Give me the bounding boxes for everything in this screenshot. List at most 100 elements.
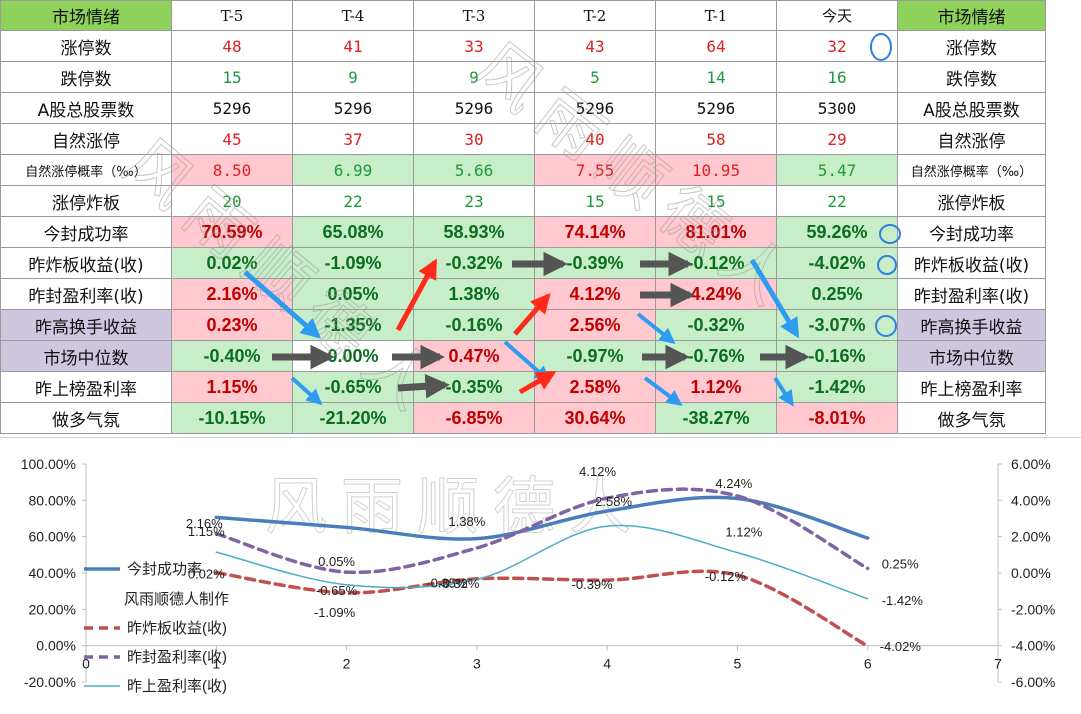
table-row: 昨上榜盈利率 1.15% -0.65% -0.35% 2.58% 1.12% -1.42% 昨… <box>0 371 1046 403</box>
row-label: 昨高换手收益 <box>897 309 1046 341</box>
table-cell: -0.16% <box>413 309 535 341</box>
y-right-tick-label: 2.00% <box>1011 529 1051 545</box>
row-label: 涨停数 <box>897 30 1046 62</box>
table-cell: 5296 <box>655 92 777 124</box>
data-label: 0.05% <box>318 554 355 569</box>
table-cell: 41 <box>292 30 414 62</box>
y-left-tick-label: 60.00% <box>29 529 76 545</box>
column-header: T-3 <box>413 0 535 31</box>
table-cell: 16 <box>776 61 898 93</box>
table-cell: 43 <box>534 30 656 62</box>
legend-entry: 昨封盈利率(收) <box>127 649 227 666</box>
data-label: -0.39% <box>572 577 614 592</box>
table-cell: 33 <box>413 30 535 62</box>
x-tick-label: 4 <box>603 656 611 672</box>
table-cell: 15 <box>655 185 777 217</box>
data-label: 4.12% <box>579 464 616 479</box>
series-line-3 <box>214 487 870 575</box>
legend-note: 风雨顺德人制作 <box>124 590 229 608</box>
row-label: A股总股票数 <box>897 92 1046 124</box>
table-cell: -1.35% <box>292 309 414 341</box>
y-right-tick-label: 0.00% <box>1011 565 1051 581</box>
table-cell: -3.07% <box>776 309 898 341</box>
table-cell: 5300 <box>776 92 898 124</box>
y-left-tick-label: 100.00% <box>21 456 76 472</box>
table-row: 涨停数 48 41 33 43 64 32 涨停数 <box>0 30 1046 62</box>
table-cell: 40 <box>534 123 656 155</box>
row-label: 做多气氛 <box>0 402 172 434</box>
legend-entry: 昨上盈利率(收) <box>127 678 227 695</box>
row-label: 涨停炸板 <box>897 185 1046 217</box>
table-cell: -1.09% <box>292 247 414 279</box>
chart-watermark: 风雨顺德人 <box>265 473 645 543</box>
y-left-tick-label: 20.00% <box>29 601 76 617</box>
table-row: 做多气氛 -10.15% -21.20% -6.85% 30.64% -38.27% -8.… <box>0 402 1046 434</box>
y-left-tick-label: 80.00% <box>29 492 76 508</box>
series-line-2 <box>214 569 870 648</box>
table-cell: -0.12% <box>655 247 777 279</box>
x-tick-label: 1 <box>212 656 220 672</box>
table-cell: 6.99 <box>292 154 414 186</box>
data-label: 1.38% <box>448 514 485 529</box>
data-label: 2.58% <box>595 494 632 509</box>
column-header: 市场情绪 <box>0 0 172 31</box>
table-row: A股总股票数 5296 5296 5296 5296 5296 5300 A股总股票数 <box>0 92 1046 124</box>
y-left-tick-label: 40.00% <box>29 565 76 581</box>
column-header: 今天 <box>776 0 898 31</box>
table-cell: -0.39% <box>534 247 656 279</box>
table-cell: 58.93% <box>413 216 535 248</box>
table-cell: -10.15% <box>171 402 293 434</box>
y-right-tick-label: 4.00% <box>1011 492 1051 508</box>
x-tick-label: 2 <box>343 656 351 672</box>
watermark-text: 风雨顺德人 <box>265 473 645 542</box>
header-row: 市场情绪 T-5 T-4 T-3 T-2 T-1 今天 市场情绪 <box>0 0 1046 31</box>
table-cell: 4.12% <box>534 278 656 310</box>
table-cell: -0.32% <box>655 309 777 341</box>
data-label: -0.12% <box>705 569 747 584</box>
table-cell: 0.23% <box>171 309 293 341</box>
row-label: 昨高换手收益 <box>0 309 172 341</box>
table-cell: 0.02% <box>171 247 293 279</box>
table-cell: 22 <box>292 185 414 217</box>
table-row: 昨封盈利率(收) 2.16% 0.05% 1.38% 4.12% 4.24% 0.25% 昨封… <box>0 278 1046 310</box>
chart-series <box>214 487 870 648</box>
column-header: T-5 <box>171 0 293 31</box>
data-label: -4.02% <box>880 639 922 654</box>
data-label: 0.25% <box>882 556 919 571</box>
table-cell: 7.55 <box>534 154 656 186</box>
row-label: 涨停炸板 <box>0 185 172 217</box>
table-cell: -6.85% <box>413 402 535 434</box>
y-left-tick-label: 0.00% <box>36 638 76 654</box>
table-cell: 70.59% <box>171 216 293 248</box>
table-cell: 9 <box>292 61 414 93</box>
x-tick-label: 5 <box>734 656 742 672</box>
table-cell: -0.76% <box>655 340 777 372</box>
y-right-tick-label: 6.00% <box>1011 456 1051 472</box>
table-row: 昨炸板收益(收) 0.02% -1.09% -0.32% -0.39% -0.12% -4.… <box>0 247 1046 279</box>
table-cell: 74.14% <box>534 216 656 248</box>
table-cell: 32 <box>776 30 898 62</box>
row-label: 自然涨停概率（‰） <box>897 154 1046 186</box>
table-cell: 0.00% <box>292 340 414 372</box>
data-label: -0.32% <box>438 576 480 591</box>
table-row: 自然涨停概率（‰） 8.50 6.99 5.66 7.55 10.95 5.47 自然涨停概率… <box>0 154 1046 186</box>
column-header: 市场情绪 <box>897 0 1046 31</box>
table-cell: -38.27% <box>655 402 777 434</box>
x-tick-label: 6 <box>864 656 872 672</box>
table-row: 市场中位数 -0.40% 0.00% 0.47% -0.97% -0.76% -0.16% 市… <box>0 340 1046 372</box>
x-tick-label: 0 <box>82 656 90 672</box>
row-label: 市场中位数 <box>0 340 172 372</box>
table-cell: 5296 <box>534 92 656 124</box>
row-label: 昨封盈利率(收) <box>897 278 1046 310</box>
data-label: 1.12% <box>725 525 762 540</box>
row-label: 昨上榜盈利率 <box>897 371 1046 403</box>
row-label: 今封成功率 <box>0 216 172 248</box>
table-cell: 23 <box>413 185 535 217</box>
table-cell: 22 <box>776 185 898 217</box>
row-label: 自然涨停 <box>897 123 1046 155</box>
table-cell: -0.65% <box>292 371 414 403</box>
table-cell: 30.64% <box>534 402 656 434</box>
table-cell: -4.02% <box>776 247 898 279</box>
series-line-4 <box>215 524 869 600</box>
row-label: 市场中位数 <box>897 340 1046 372</box>
